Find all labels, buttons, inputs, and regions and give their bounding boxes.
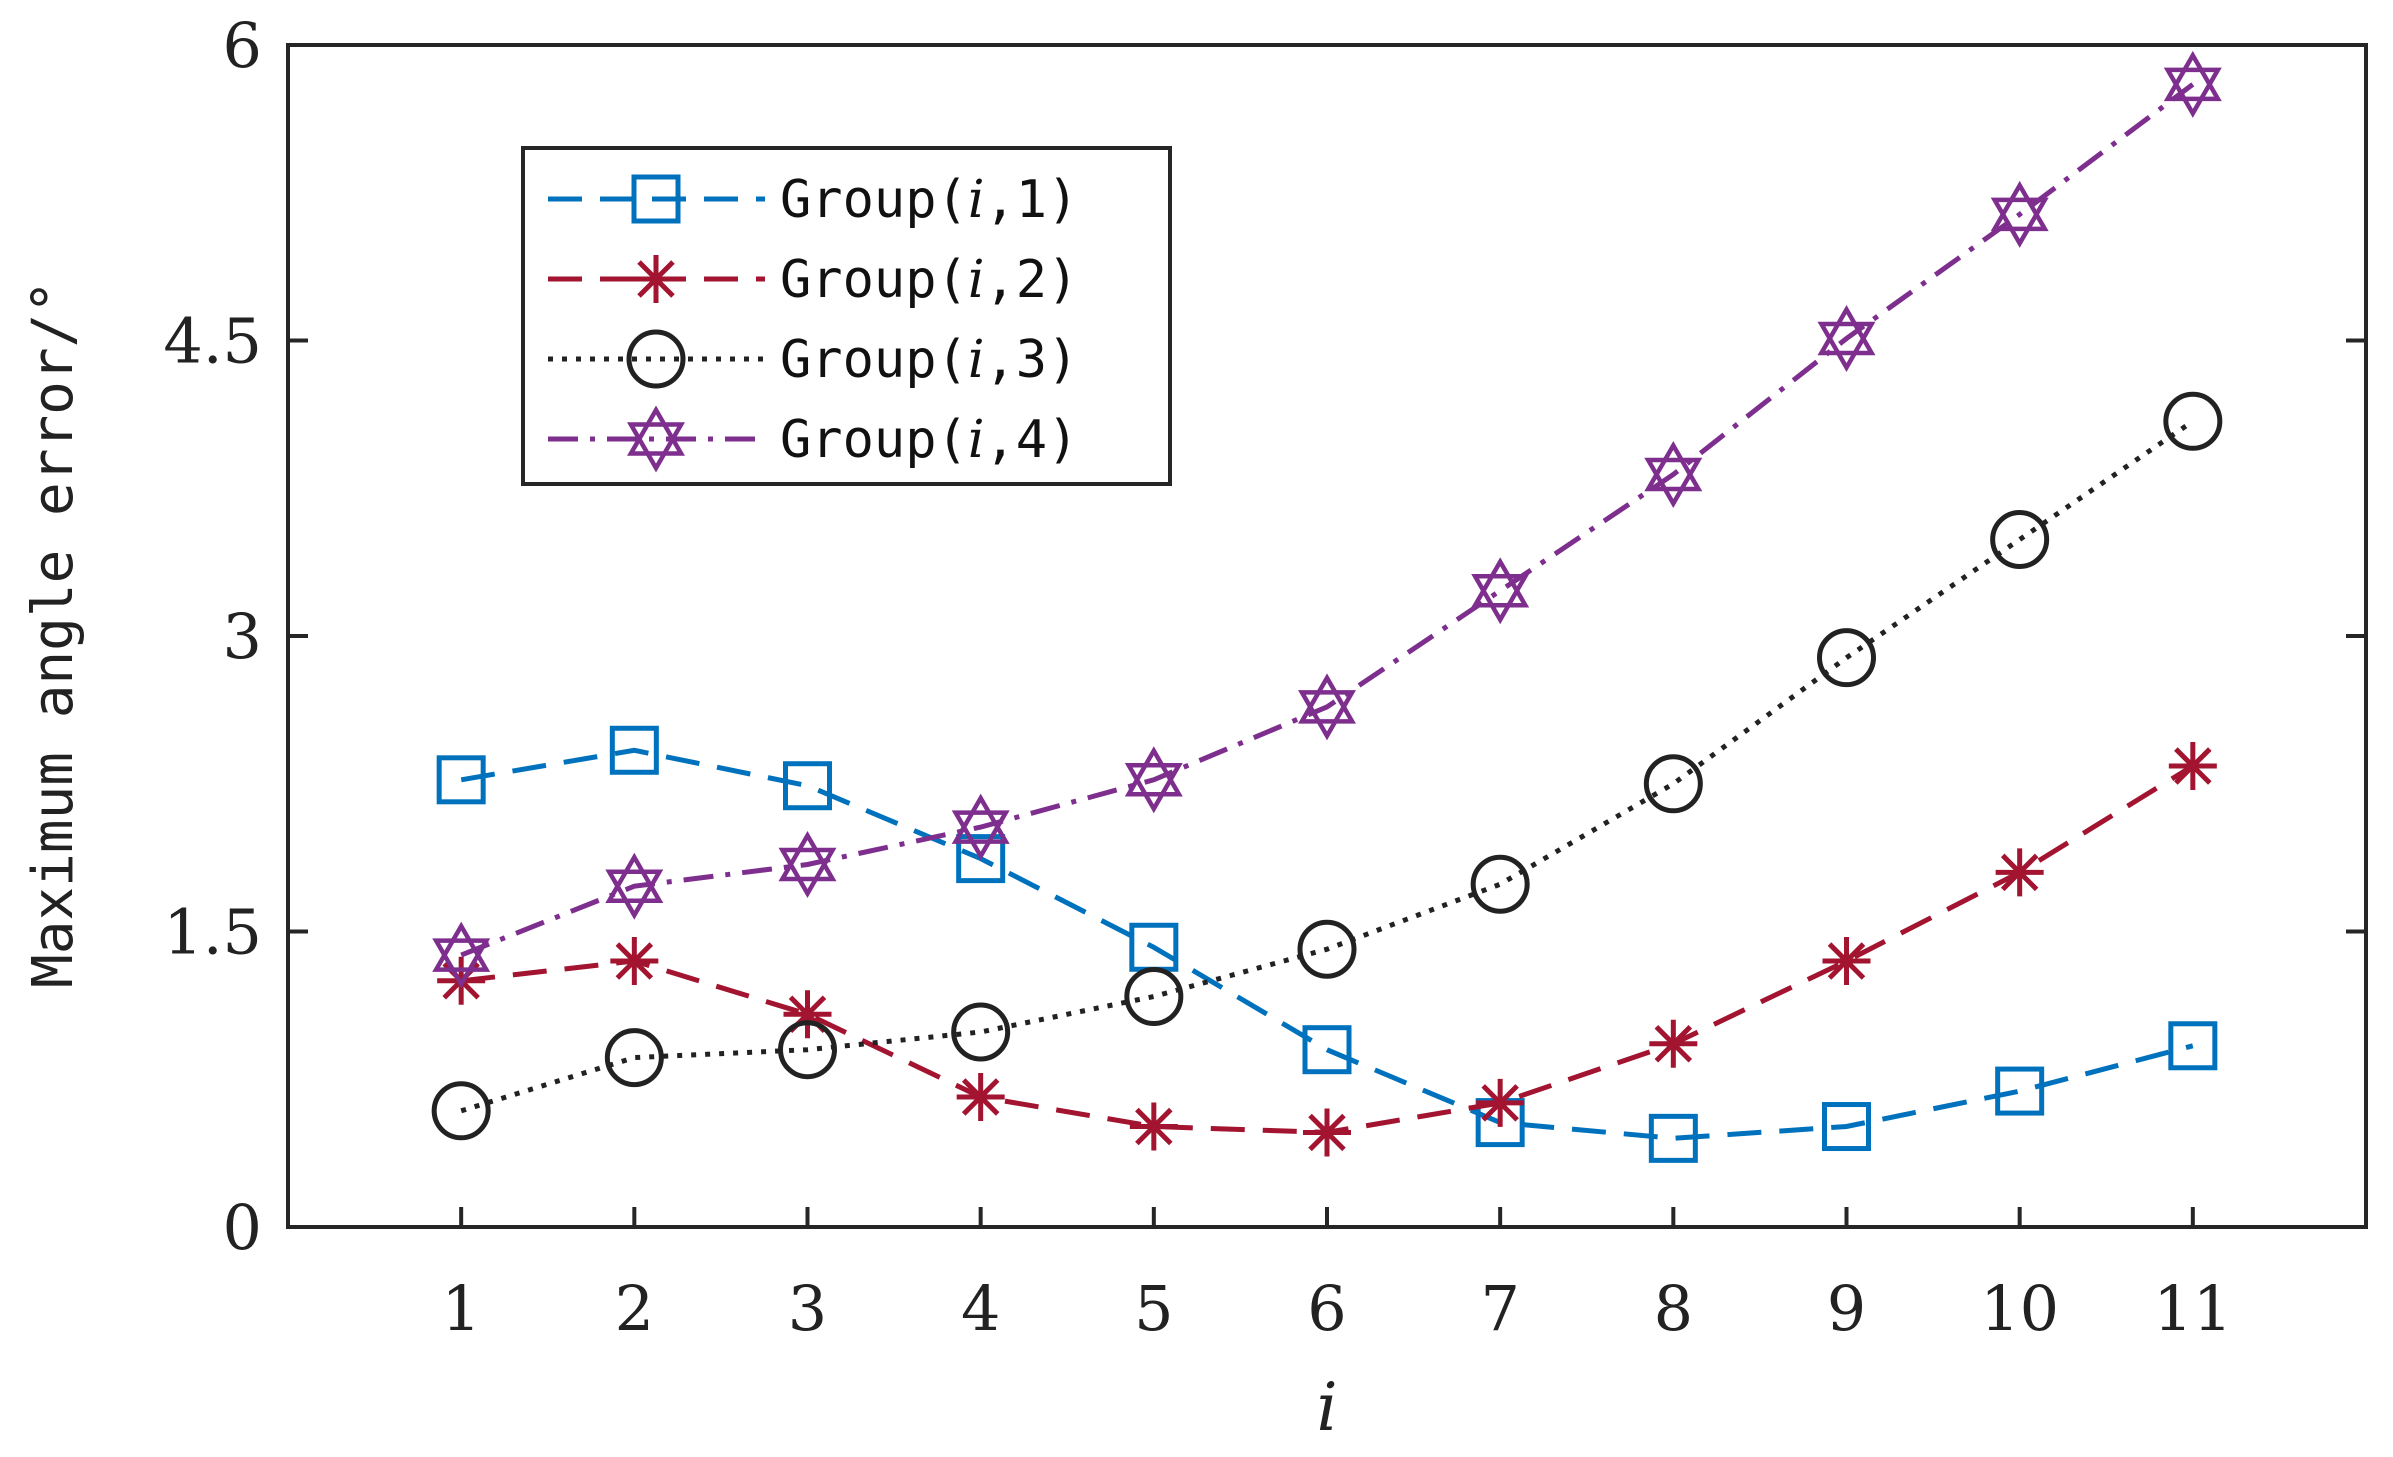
data-point: [1302, 1025, 1352, 1075]
legend-marker: [631, 174, 681, 224]
data-point: [2163, 391, 2223, 451]
data-point: [610, 937, 659, 986]
legend: Group(i,1) Group(i,2) Group(i,3) Group(i,4): [521, 146, 1172, 486]
data-point: [1995, 1066, 2045, 1116]
x-axis: 1 2 3 4 5 6 7 8 9 10 11: [441, 1207, 2232, 1345]
legend-marker: [626, 329, 686, 389]
series-line: [460, 419, 2195, 1114]
series-layer: [431, 50, 2223, 1163]
data-point: [1822, 1102, 1871, 1152]
legend-marker: [632, 255, 680, 303]
legend-entry: Group(i,1): [548, 170, 1078, 230]
legend-entry: Group(i,4): [548, 405, 1078, 473]
data-point: [778, 830, 837, 899]
series-line: [460, 82, 2195, 958]
data-point: [1817, 304, 1876, 373]
data-point: [1990, 509, 2050, 569]
legend-entry: Group(i,2): [548, 250, 1078, 310]
x-tick-label: 2: [615, 1272, 654, 1345]
legend-entry: Group(i,3): [548, 329, 1078, 390]
data-point: [1303, 1108, 1351, 1157]
data-point: [1822, 937, 1871, 986]
data-point: [1471, 557, 1530, 625]
x-tick-label: 9: [1827, 1272, 1866, 1345]
legend-label: Group(i,3): [780, 330, 1078, 390]
data-point: [604, 1028, 664, 1088]
data-point: [1297, 919, 1357, 979]
x-tick-label: 4: [961, 1272, 1000, 1345]
x-tick-label: 8: [1654, 1272, 1693, 1345]
data-point: [1643, 754, 1703, 814]
x-tick-label: 11: [2153, 1272, 2232, 1345]
data-point: [1124, 746, 1183, 814]
data-point: [609, 725, 659, 775]
legend-marker: [627, 405, 685, 473]
y-tick-label: 4.5: [163, 305, 262, 378]
y-tick-label: 0: [223, 1191, 262, 1264]
data-point: [432, 921, 491, 989]
y-axis: 0 1.5 3 4.5 6: [163, 9, 2366, 1264]
data-point: [1129, 1102, 1178, 1151]
series-4: [432, 50, 2222, 989]
data-point: [956, 1072, 1005, 1121]
plot-frame: [286, 43, 2368, 1229]
x-tick-label: 7: [1480, 1272, 1519, 1345]
series-1: [436, 725, 2218, 1163]
series-2: [437, 742, 2217, 1157]
data-point: [778, 1020, 837, 1080]
data-point: [1476, 1078, 1525, 1127]
data-point: [1995, 848, 2044, 897]
y-tick-label: 1.5: [163, 896, 262, 969]
data-point: [951, 793, 1010, 861]
data-point: [783, 761, 832, 811]
legend-label: Group(i,2): [780, 250, 1078, 310]
data-point: [431, 1081, 491, 1141]
data-point: [605, 852, 664, 920]
data-point: [2168, 742, 2217, 791]
series-3: [431, 391, 2223, 1141]
data-point: [1298, 673, 1356, 741]
x-axis-label: i: [1316, 1369, 1337, 1446]
data-point: [1644, 440, 1703, 509]
data-point: [951, 1002, 1011, 1062]
x-tick-label: 5: [1134, 1272, 1173, 1345]
y-tick-label: 6: [223, 9, 262, 82]
data-point: [2163, 50, 2222, 118]
data-point: [1817, 628, 1876, 688]
x-tick-label: 6: [1307, 1272, 1346, 1345]
data-point: [2168, 1021, 2218, 1071]
data-point: [1470, 854, 1530, 914]
legend-label: Group(i,1): [780, 170, 1078, 230]
series-line: [460, 747, 2194, 1141]
data-point: [1649, 1019, 1698, 1068]
data-point: [1648, 1113, 1698, 1163]
data-point: [436, 755, 486, 805]
x-tick-label: 10: [1980, 1272, 2059, 1345]
y-tick-label: 3: [223, 600, 262, 673]
legend-label: Group(i,4): [780, 410, 1078, 470]
data-point: [1124, 967, 1184, 1027]
x-tick-label: 3: [788, 1272, 827, 1345]
data-point: [1990, 180, 2049, 248]
y-axis-label: Maximum angle error/°: [21, 280, 86, 988]
data-point: [956, 834, 1006, 884]
x-tick-label: 1: [441, 1272, 480, 1345]
